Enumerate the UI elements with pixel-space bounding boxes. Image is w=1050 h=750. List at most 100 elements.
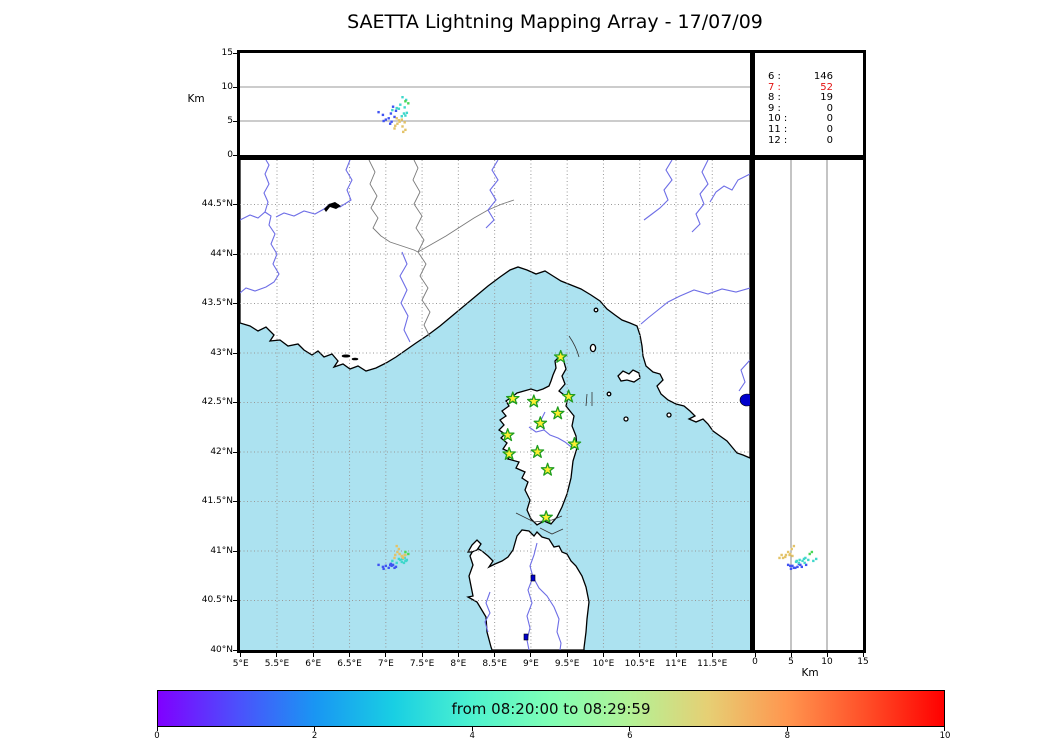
map-x-tick-label: 5.5°E (264, 659, 290, 669)
elba-island (617, 369, 641, 383)
flash-point (407, 552, 410, 556)
flash-point (403, 121, 406, 124)
flash-point (399, 558, 402, 562)
flash-point (804, 556, 807, 560)
flash-point (377, 110, 380, 114)
flash-point (792, 544, 796, 548)
map-x-tickmark (240, 653, 242, 657)
altitude-axis-label-left: Km (187, 93, 205, 105)
colorbar-tickmark (629, 727, 631, 731)
station-count-row: 12 : 0 (755, 135, 863, 147)
alt-lon-y-tick-label: 0 (227, 149, 233, 160)
colorbar-tick-label: 10 (939, 731, 951, 741)
flash-point (784, 553, 788, 557)
map-x-tickmark (675, 653, 677, 657)
flash-point (802, 557, 806, 561)
map-y-tickmark (233, 600, 237, 601)
flash-point (398, 120, 401, 123)
flash-point (801, 559, 804, 563)
flash-point (397, 547, 401, 551)
map-x-tick-label: 9.5°E (554, 659, 580, 669)
flash-point (395, 561, 398, 565)
flash-point (381, 565, 385, 569)
flash-point (377, 563, 380, 567)
flash-point (407, 102, 410, 105)
sardinia-lake (523, 633, 529, 641)
station-id: 7 : (768, 81, 781, 93)
alt-lat-x-tickmark (754, 653, 756, 657)
flash-point (402, 556, 405, 560)
gorgona-island (593, 307, 599, 313)
capraia-island (589, 343, 597, 353)
flash-point (803, 561, 806, 565)
alt-lon-background (240, 53, 750, 155)
map-y-tickmark (233, 204, 237, 206)
flash-point (390, 120, 393, 123)
flash-point (391, 105, 395, 108)
alt-lon-y-tickmark (233, 52, 237, 54)
map-y-tick-label: 41.5°N (201, 496, 233, 506)
station-count-value: 52 (820, 81, 833, 93)
flash-point (391, 563, 395, 567)
rivers (240, 160, 750, 650)
station-id: 11 : (768, 123, 788, 135)
montecristo-island (623, 416, 629, 422)
station-count-row: 11 : 0 (755, 123, 863, 136)
colorbar-tick-label: 6 (627, 731, 633, 741)
colorbar-tickmark (786, 727, 788, 731)
station-count-value: 19 (820, 92, 833, 104)
flash-point (402, 112, 406, 115)
alt-lon-y-tickmark (233, 86, 237, 88)
station-star-marker (530, 444, 545, 458)
station-star-marker (539, 510, 553, 524)
flash-point (388, 563, 392, 567)
map-panel (240, 160, 750, 650)
mainland-coastline (240, 160, 750, 459)
flash-point (391, 559, 394, 563)
flash-point (404, 114, 407, 117)
flash-point (403, 106, 406, 109)
map-x-tickmark (385, 653, 387, 657)
map-y-tick-label: 44.5°N (201, 199, 233, 210)
flash-point (784, 555, 787, 559)
map-x-tick-label: 10°E (592, 659, 615, 669)
altitude-latitude-panel (755, 160, 863, 650)
station-count-row: 9 : 0 (755, 102, 863, 115)
map-y-tickmark (233, 451, 237, 453)
map-y-tickmark (233, 303, 237, 305)
flash-point (400, 115, 403, 118)
colorbar-tickmark (156, 727, 158, 731)
alt-lat-x-tick-label: 10 (821, 657, 833, 667)
station-count-value: 0 (826, 102, 833, 114)
map-x-tick-label: 11.5°E (697, 659, 728, 669)
map-x-tickmark (602, 653, 604, 657)
flash-point (403, 556, 406, 560)
flash-point (781, 556, 785, 560)
colorbar-tick-label: 4 (469, 731, 475, 741)
colorbar-tickmark (944, 727, 945, 731)
station-star-marker (567, 436, 582, 451)
alt-lon-y-tickmark (233, 154, 237, 156)
alt-lat-x-tickmark (862, 653, 864, 657)
flash-point (404, 128, 407, 132)
flash-point (387, 117, 390, 120)
map-x-tick-label: 11°E (665, 659, 687, 669)
map-x-tick-label: 5°E (232, 659, 249, 669)
map-y-tickmark (233, 550, 237, 552)
map-x-tick-label: 9°E (522, 659, 539, 669)
colorbar-time-window-label: from 08:20:00 to 08:29:59 (451, 699, 651, 718)
flash-point (398, 552, 401, 556)
flash-point (405, 558, 409, 562)
flash-point (794, 566, 797, 570)
station-star-marker (550, 406, 565, 420)
flash-point (780, 553, 783, 557)
flash-point (404, 100, 407, 103)
alt-lat-x-tick-label: 5 (788, 657, 794, 667)
flash-point (815, 557, 818, 561)
map-y-tickmark (233, 352, 237, 354)
map-x-tick-label: 6.5°E (337, 659, 362, 669)
station-star-marker (540, 462, 555, 476)
flash-point (789, 567, 793, 571)
colorbar-tick-label: 0 (154, 731, 160, 741)
